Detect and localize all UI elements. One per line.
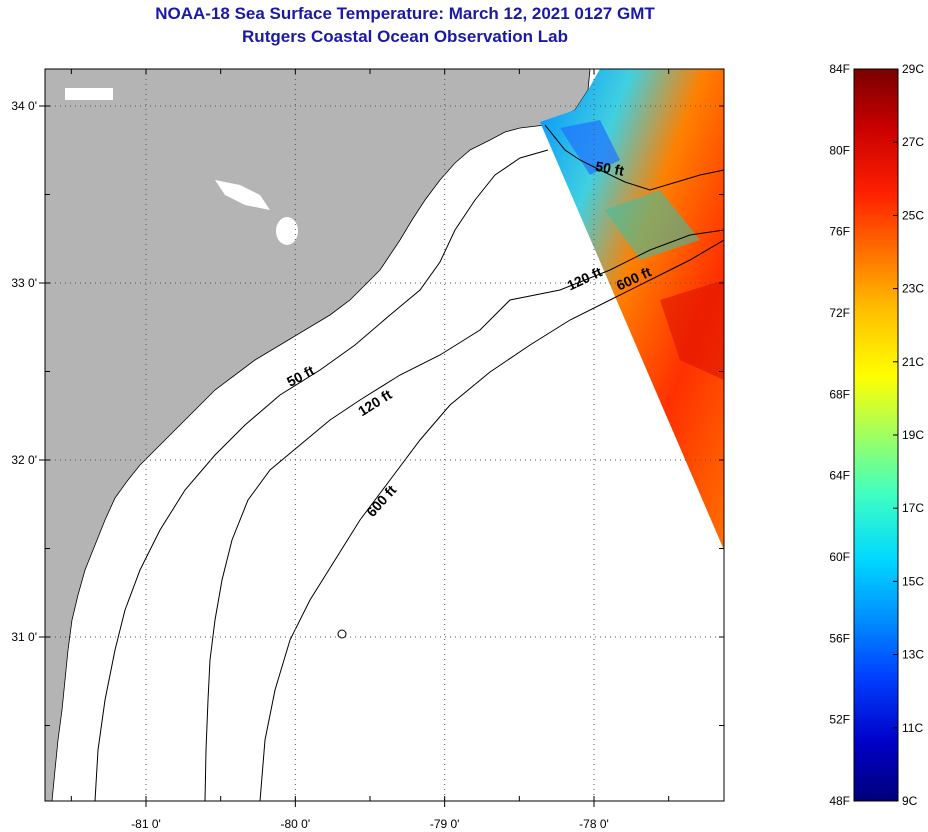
land-area [45,69,591,801]
colorbar-f-label: 84F [829,62,850,76]
lon-tick-label: -81 0' [131,817,161,831]
lake-shape [276,217,298,245]
latitude-axis: 34 0' 33 0' 32 0' 31 0' [11,99,45,644]
colorbar-c-label: 29C [902,62,924,76]
contour-600ft-loop [337,629,347,639]
colorbar-c-label: 11C [902,721,923,735]
lon-tick-label: -78 0' [579,817,609,831]
graticule [45,69,724,801]
colorbar-f-label: 76F [829,225,850,239]
colorbar-c-label: 19C [902,428,924,442]
lon-tick-label: -79 0' [430,817,460,831]
colorbar-f-label: 52F [829,713,850,727]
colorbar-f-label: 68F [829,387,850,401]
colorbar-f-label: 56F [829,631,850,645]
minor-ticks [45,69,724,801]
coastline [544,124,724,191]
colorbar-fahrenheit-labels: 84F 80F 76F 72F 68F 64F 60F 56F 52F 48F [829,62,850,808]
contour-50ft [94,149,549,801]
contour-label: 50 ft [594,158,625,179]
colorbar-c-label: 17C [902,501,924,515]
lon-tick-label: -80 0' [281,817,311,831]
colorbar-f-label: 80F [829,143,850,157]
colorbar-c-label: 21C [902,355,924,369]
colorbar-c-label: 15C [902,574,924,588]
colorbar [853,68,899,802]
map-frame [44,68,725,802]
lat-tick-label: 34 0' [11,99,37,113]
contour-600ft [259,239,724,801]
lat-tick-label: 32 0' [11,453,37,467]
colorbar-f-label: 72F [829,306,850,320]
colorbar-c-label: 9C [902,794,918,808]
sst-satellite-swath [540,69,724,550]
lat-tick-label: 31 0' [11,630,37,644]
colorbar-c-label: 27C [902,135,924,149]
colorbar-c-label: 25C [902,208,924,222]
colorbar-f-label: 64F [829,469,850,483]
map-title: NOAA-18 Sea Surface Temperature: March 1… [155,4,655,23]
colorbar-c-label: 13C [902,648,924,662]
lake-shape [215,180,270,210]
colorbar-c-label: 23C [902,282,924,296]
lat-tick-label: 33 0' [11,276,37,290]
lake-shape [65,88,113,100]
sst-warm-patch [660,280,724,380]
sst-cool-patch [560,120,620,175]
colorbar-celsius-labels: 29C 27C 25C 23C 21C 19C 17C 15C 13C 11C 9C [893,62,924,808]
sst-mixed-patch [605,190,700,260]
longitude-axis: -81 0' -80 0' -79 0' -78 0' [131,801,609,831]
colorbar-f-label: 48F [829,794,850,808]
contour-120ft [204,229,724,801]
map-subtitle: Rutgers Coastal Ocean Observation Lab [242,27,568,46]
colorbar-f-label: 60F [829,550,850,564]
